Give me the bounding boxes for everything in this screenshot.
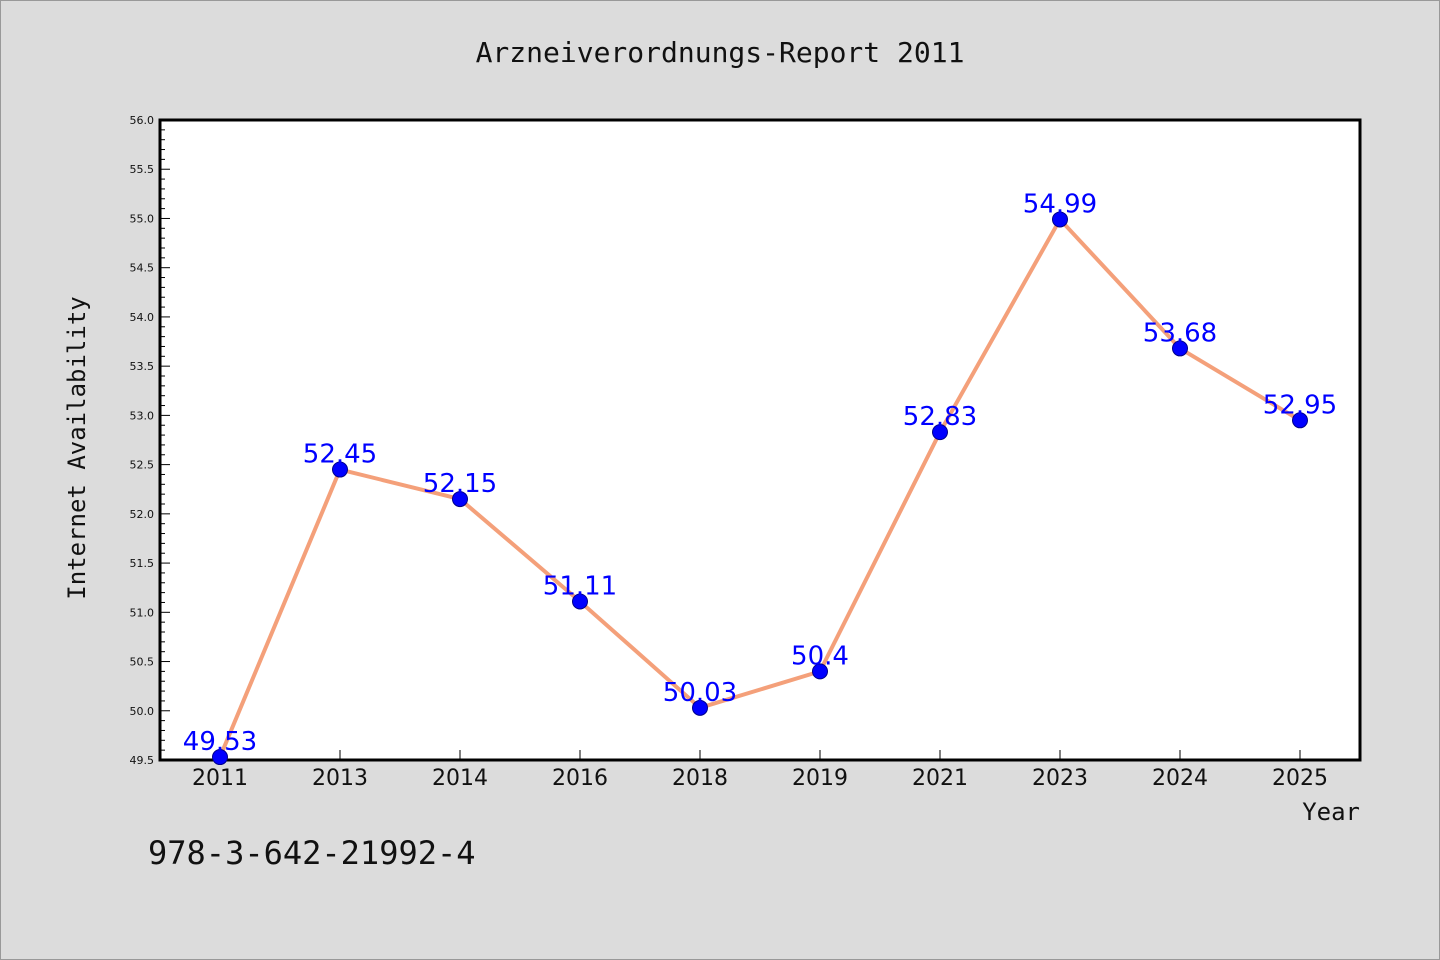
x-tick-label: 2024 <box>1152 766 1208 791</box>
data-point <box>1172 340 1188 357</box>
x-tick-label: 2014 <box>432 766 488 791</box>
data-label: 52.83 <box>903 402 977 432</box>
data-label: 52.15 <box>423 469 497 499</box>
chart-title: Arzneiverordnungs-Report 2011 <box>476 36 965 69</box>
y-tick-label: 55.5 <box>130 163 155 176</box>
data-point <box>1052 211 1068 228</box>
y-tick-label: 52.0 <box>130 508 155 521</box>
data-point <box>692 699 708 716</box>
data-label: 52.45 <box>303 440 377 470</box>
y-tick-label: 56.0 <box>130 114 155 127</box>
y-axis-label: Internet Availability <box>63 296 91 599</box>
y-tick-label: 54.5 <box>130 262 155 275</box>
x-tick-label: 2013 <box>312 766 368 791</box>
y-tick-label: 49.5 <box>130 754 155 767</box>
data-point <box>452 491 468 508</box>
y-tick-label: 51.0 <box>130 606 155 619</box>
series-line-group <box>218 217 1302 758</box>
y-tick-label: 50.0 <box>130 705 155 718</box>
data-label: 51.11 <box>543 571 617 601</box>
x-tick-label: 2018 <box>672 766 728 791</box>
series-line <box>218 217 1302 758</box>
plot-area <box>158 118 1362 762</box>
y-axis-ticks: 49.5 50.0 50.5 51.0 51.5 52.0 52.5 53.0 53.5 54.0… <box>130 114 170 767</box>
data-labels-group: 49.53 52.45 52.15 51.11 50.03 50.4 52.83 54.99 5… <box>183 189 1337 757</box>
x-tick-label: 2021 <box>912 766 968 791</box>
y-tick-label: 51.5 <box>130 557 155 570</box>
data-label: 50.4 <box>791 641 849 671</box>
y-tick-label: 53.0 <box>130 409 155 422</box>
x-axis-label: Year <box>1302 798 1360 826</box>
x-tick-label: 2019 <box>792 766 848 791</box>
data-label: 53.68 <box>1143 318 1217 348</box>
markers-group <box>212 211 1308 766</box>
data-point <box>212 749 228 766</box>
y-tick-label: 52.5 <box>130 459 155 472</box>
data-point <box>932 424 948 441</box>
x-tick-label: 2025 <box>1272 766 1328 791</box>
x-tick-label: 2016 <box>552 766 608 791</box>
y-tick-label: 53.5 <box>130 360 155 373</box>
y-tick-label: 50.5 <box>130 656 155 669</box>
x-tick-label: 2023 <box>1032 766 1088 791</box>
y-tick-label: 55.0 <box>130 212 155 225</box>
footnote-isbn: 978-3-642-21992-4 <box>148 834 476 872</box>
x-tick-label: 2011 <box>192 766 248 791</box>
x-axis-ticks: 2011 2013 2014 2016 2018 2019 2021 2023 2024 2025 <box>192 750 1328 791</box>
data-label: 49.53 <box>183 727 257 757</box>
data-point <box>812 663 828 680</box>
data-label: 52.95 <box>1263 390 1337 420</box>
y-tick-label: 54.0 <box>130 311 155 324</box>
data-label: 50.03 <box>663 678 737 708</box>
data-point <box>572 593 588 610</box>
data-point <box>1292 412 1308 429</box>
data-label: 54.99 <box>1023 189 1097 219</box>
data-point <box>332 461 348 478</box>
